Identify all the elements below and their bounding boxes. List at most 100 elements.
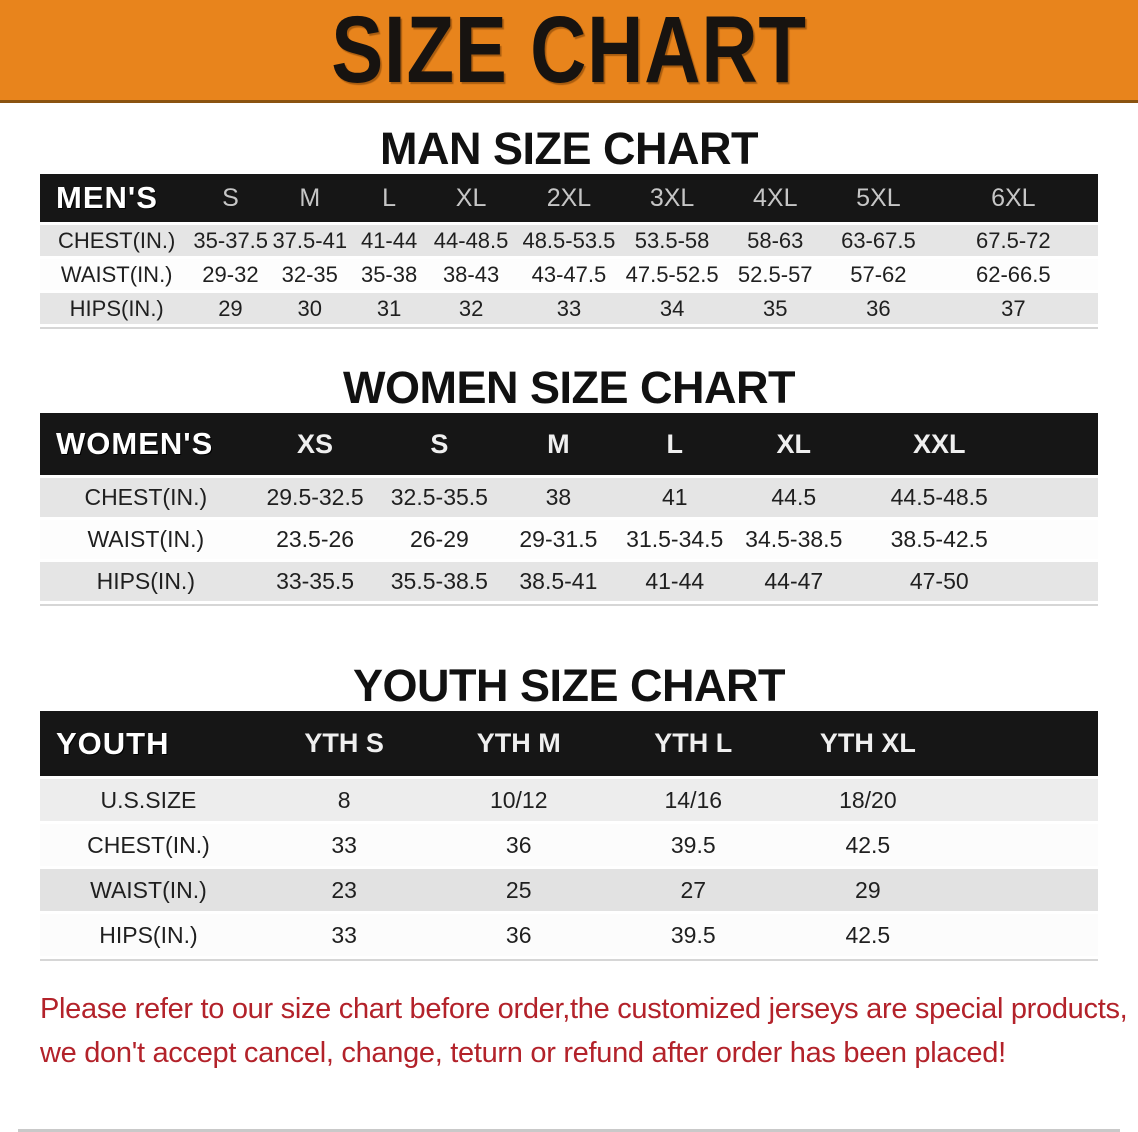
women-table-body: CHEST(IN.) 29.5-32.5 32.5-35.5 38 41 44.5 44.5…: [40, 478, 1098, 604]
measurement-row-label: U.S.SIZE: [40, 779, 257, 824]
size-column-header: YTH L: [606, 711, 781, 779]
size-column-header: S: [193, 174, 268, 225]
measurement-row-label: HIPS(IN.): [40, 914, 257, 959]
size-value-cell: 33-35.5: [251, 562, 379, 604]
size-column-header: 5XL: [828, 174, 929, 225]
group-label: MEN'S: [40, 174, 194, 225]
measurement-row-label: WAIST(IN.): [40, 520, 252, 562]
size-value-cell: 14/16: [606, 779, 781, 824]
size-value-cell: 29-31.5: [500, 520, 617, 562]
men-size-table: MEN'S S M L XL 2XL 3XL 4XL 5XL 6XL CHEST(IN.) 35-3…: [40, 174, 1098, 329]
measurement-row-label: HIPS(IN.): [40, 293, 194, 327]
size-header-row: MEN'S S M L XL 2XL 3XL 4XL 5XL 6XL: [40, 174, 1098, 225]
size-value-cell: 36: [431, 824, 606, 869]
size-value-cell: 44.5: [732, 478, 855, 520]
size-column-header: 6XL: [928, 174, 1098, 225]
row-spacer-cell: [955, 779, 1098, 824]
header-spacer-cell: [1023, 413, 1098, 478]
size-column-header: S: [378, 413, 501, 478]
size-column-header: M: [500, 413, 617, 478]
size-value-cell: 35-38: [352, 259, 427, 293]
disclaimer-line-1: Please refer to our size chart before or…: [40, 993, 1128, 1025]
row-spacer-cell: [1023, 562, 1098, 604]
size-value-cell: 47-50: [854, 562, 1024, 604]
youth-table-body: U.S.SIZE 8 10/12 14/16 18/20 CHEST(IN.) 33 36 39…: [40, 779, 1098, 959]
size-value-cell: 31: [352, 293, 427, 327]
size-value-cell: 63-67.5: [828, 225, 929, 259]
group-label: WOMEN'S: [40, 413, 252, 478]
size-value-cell: 38.5-42.5: [854, 520, 1024, 562]
size-chart-banner: SIZE CHART: [0, 0, 1138, 103]
measurement-row-label: CHEST(IN.): [40, 478, 252, 520]
size-value-cell: 18/20: [780, 779, 956, 824]
size-value-cell: 35.5-38.5: [378, 562, 501, 604]
size-column-header: M: [267, 174, 353, 225]
women-section-heading: WOMEN SIZE CHART: [343, 362, 795, 413]
measurement-row: HIPS(IN.) 33 36 39.5 42.5: [40, 914, 1098, 959]
size-value-cell: 48.5-53.5: [516, 225, 622, 259]
size-header-row: YOUTH YTH S YTH M YTH L YTH XL: [40, 711, 1098, 779]
measurement-row-label: WAIST(IN.): [40, 869, 257, 914]
size-value-cell: 25: [431, 869, 606, 914]
measurement-row: WAIST(IN.) 23.5-26 26-29 29-31.5 31.5-34.5 34…: [40, 520, 1098, 562]
size-value-cell: 37: [928, 293, 1098, 327]
size-value-cell: 39.5: [606, 824, 781, 869]
size-column-header: YTH S: [256, 711, 432, 779]
size-value-cell: 26-29: [378, 520, 501, 562]
size-value-cell: 42.5: [780, 824, 956, 869]
row-spacer-cell: [955, 824, 1098, 869]
size-value-cell: 53.5-58: [621, 225, 723, 259]
size-value-cell: 35-37.5: [193, 225, 268, 259]
size-column-header: XS: [251, 413, 379, 478]
size-column-header: XL: [732, 413, 855, 478]
size-value-cell: 29.5-32.5: [251, 478, 379, 520]
size-column-header: L: [352, 174, 427, 225]
size-value-cell: 31.5-34.5: [616, 520, 733, 562]
bottom-divider: [18, 1129, 1120, 1132]
size-value-cell: 29: [780, 869, 956, 914]
size-value-cell: 33: [516, 293, 622, 327]
size-value-cell: 44-48.5: [426, 225, 517, 259]
size-value-cell: 29: [193, 293, 268, 327]
measurement-row-label: CHEST(IN.): [40, 225, 194, 259]
size-value-cell: 37.5-41: [267, 225, 353, 259]
size-value-cell: 32: [426, 293, 517, 327]
measurement-row: CHEST(IN.) 35-37.5 37.5-41 41-44 44-48.5 48.5…: [40, 225, 1098, 259]
size-value-cell: 41: [616, 478, 733, 520]
size-value-cell: 67.5-72: [928, 225, 1098, 259]
measurement-row: CHEST(IN.) 33 36 39.5 42.5: [40, 824, 1098, 869]
measurement-row: WAIST(IN.) 23 25 27 29: [40, 869, 1098, 914]
row-spacer-cell: [955, 869, 1098, 914]
size-column-header: 2XL: [516, 174, 622, 225]
youth-section-heading: YOUTH SIZE CHART: [352, 660, 786, 711]
size-value-cell: 39.5: [606, 914, 781, 959]
measurement-row: HIPS(IN.) 29 30 31 32 33 34 35 36 37: [40, 293, 1098, 327]
size-value-cell: 42.5: [780, 914, 956, 959]
size-column-header: YTH M: [431, 711, 606, 779]
size-value-cell: 36: [828, 293, 929, 327]
size-value-cell: 33: [256, 914, 432, 959]
size-column-header: YTH XL: [780, 711, 956, 779]
men-table-header: MEN'S S M L XL 2XL 3XL 4XL 5XL 6XL: [40, 174, 1098, 225]
size-value-cell: 44.5-48.5: [854, 478, 1024, 520]
row-spacer-cell: [1023, 478, 1098, 520]
size-value-cell: 41-44: [616, 562, 733, 604]
women-size-table: WOMEN'S XS S M L XL XXL CHEST(IN.) 29.5-32.5 32.…: [40, 413, 1098, 606]
size-value-cell: 8: [256, 779, 432, 824]
row-spacer-cell: [955, 914, 1098, 959]
measurement-row: U.S.SIZE 8 10/12 14/16 18/20: [40, 779, 1098, 824]
size-value-cell: 32.5-35.5: [378, 478, 501, 520]
youth-table-header: YOUTH YTH S YTH M YTH L YTH XL: [40, 711, 1098, 779]
men-table-body: CHEST(IN.) 35-37.5 37.5-41 41-44 44-48.5 48.5…: [40, 225, 1098, 327]
size-value-cell: 34: [621, 293, 723, 327]
size-value-cell: 38-43: [426, 259, 517, 293]
group-label: YOUTH: [40, 711, 257, 779]
header-spacer-cell: [955, 711, 1098, 779]
size-value-cell: 43-47.5: [516, 259, 622, 293]
size-value-cell: 57-62: [828, 259, 929, 293]
size-value-cell: 10/12: [431, 779, 606, 824]
size-value-cell: 35: [722, 293, 829, 327]
size-value-cell: 62-66.5: [928, 259, 1098, 293]
size-value-cell: 36: [431, 914, 606, 959]
measurement-row: WAIST(IN.) 29-32 32-35 35-38 38-43 43-47.5 47.…: [40, 259, 1098, 293]
